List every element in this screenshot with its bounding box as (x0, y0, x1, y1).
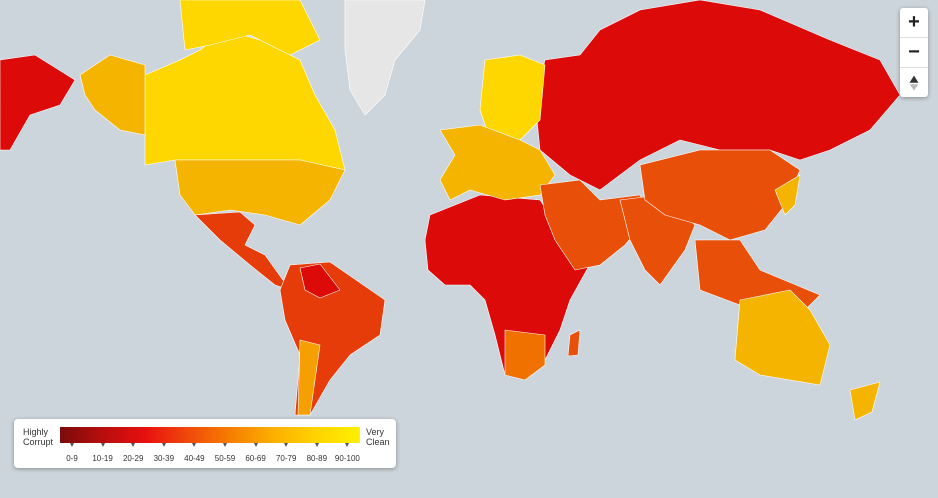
country[interactable] (439, 124, 556, 201)
legend-range-label: 90-100 (334, 454, 360, 463)
legend-tick (314, 443, 319, 447)
country[interactable] (79, 54, 146, 136)
legend-tick (70, 443, 74, 447)
legend-low-line: Highly (23, 427, 49, 437)
country[interactable] (299, 263, 341, 299)
legend-range-label: 70-79 (275, 454, 297, 463)
country[interactable] (734, 289, 831, 386)
country[interactable] (774, 174, 801, 216)
legend-high-line: Very (366, 427, 385, 437)
country[interactable] (174, 159, 346, 226)
country[interactable] (849, 381, 881, 421)
legend-tick (100, 443, 105, 447)
country[interactable] (0, 54, 76, 151)
country[interactable] (194, 211, 291, 291)
legend-tick (223, 443, 227, 447)
legend-range-label: 80-89 (306, 454, 328, 463)
legend-range-label: 30-39 (153, 454, 175, 463)
legend-range-label: 50-59 (214, 454, 236, 463)
zoom-out[interactable]: − (900, 38, 928, 68)
legend-range-label: 20-29 (122, 454, 144, 463)
legend-range-label: 40-49 (184, 454, 205, 463)
legend-gradient (60, 427, 360, 443)
country[interactable] (344, 0, 426, 116)
country[interactable] (297, 339, 321, 416)
legend-tick (192, 443, 197, 447)
country[interactable] (179, 0, 321, 56)
country[interactable] (567, 329, 581, 357)
country[interactable] (479, 54, 546, 141)
legend-tick (284, 443, 289, 447)
country[interactable] (504, 329, 546, 381)
legend: Highly Corrupt Very Clean 0-9 10-19 20-29 30-… (14, 419, 396, 468)
legend-low: Highly Corrupt (23, 427, 53, 447)
legend-tick (345, 443, 350, 447)
legend-range-label: 60-69 (245, 454, 266, 463)
legend-tick (161, 443, 166, 447)
country[interactable] (144, 29, 346, 171)
legend-low-line: Corrupt (23, 437, 54, 447)
zoom-controls[interactable]: + − (900, 8, 928, 97)
legend-range-label: 0-9 (66, 454, 78, 463)
compass[interactable] (907, 74, 921, 92)
legend-high-line: Clean (366, 437, 390, 447)
zoom-in[interactable]: + (900, 8, 928, 38)
legend-tick (131, 443, 136, 447)
legend-high: Very Clean (366, 427, 390, 447)
legend-tick (253, 443, 258, 447)
country[interactable] (639, 149, 801, 241)
legend-range-label: 10-19 (92, 454, 113, 463)
